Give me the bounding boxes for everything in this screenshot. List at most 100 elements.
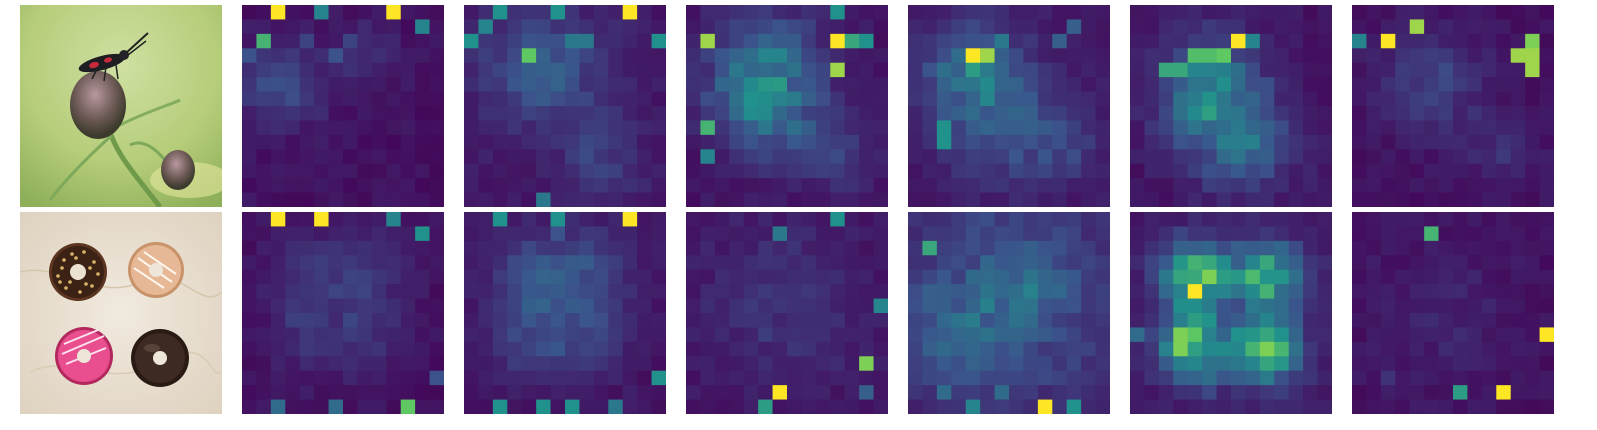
heatmap-cell bbox=[1352, 284, 1367, 299]
heatmap-cell bbox=[714, 192, 730, 207]
heatmap-cell bbox=[801, 33, 817, 49]
heatmap-cell bbox=[1259, 284, 1275, 299]
heatmap-cell bbox=[1231, 19, 1246, 35]
heatmap-cell bbox=[314, 163, 329, 179]
heatmap-cell bbox=[1259, 178, 1275, 193]
heatmap-cell bbox=[787, 48, 802, 64]
heatmap-cell bbox=[844, 5, 860, 20]
heatmap-cell bbox=[1274, 48, 1290, 64]
heatmap-cell bbox=[1187, 77, 1203, 92]
heatmap-cell bbox=[1173, 33, 1189, 49]
heatmap-cell bbox=[1453, 240, 1468, 256]
heatmap-cell bbox=[951, 5, 967, 20]
heatmap-cell bbox=[608, 240, 624, 256]
heatmap-cell bbox=[1052, 178, 1068, 193]
heatmap-cell bbox=[1352, 399, 1367, 414]
heatmap-cell bbox=[1081, 120, 1096, 136]
heatmap-cell bbox=[1023, 370, 1039, 386]
heatmap-cell bbox=[758, 192, 773, 207]
heatmap-cell bbox=[1395, 48, 1411, 64]
heatmap-cell bbox=[1380, 33, 1396, 49]
heatmap-cell bbox=[1023, 269, 1039, 285]
heatmap-cell bbox=[608, 106, 624, 121]
heatmap-cell bbox=[922, 212, 938, 227]
heatmap-cell bbox=[371, 5, 387, 20]
heatmap-cell bbox=[1303, 226, 1318, 242]
heatmap-cell bbox=[686, 134, 701, 150]
heatmap-cell bbox=[922, 192, 938, 207]
heatmap-cell bbox=[1438, 356, 1454, 372]
heatmap-cell bbox=[478, 19, 494, 35]
heatmap-cell bbox=[1052, 77, 1068, 92]
heatmap-cell bbox=[1259, 255, 1275, 271]
heatmap-cell bbox=[1158, 91, 1174, 107]
heatmap-cell bbox=[429, 62, 444, 78]
heatmap-cell bbox=[772, 106, 788, 121]
heatmap-cell bbox=[859, 313, 874, 328]
heatmap-cell bbox=[400, 163, 416, 179]
heatmap-cell bbox=[1259, 327, 1275, 343]
heatmap-cell bbox=[1202, 77, 1217, 92]
heatmap-cell bbox=[299, 226, 315, 242]
heatmap-cell bbox=[478, 341, 494, 357]
heatmap-cell bbox=[285, 19, 301, 35]
heatmap-cell bbox=[550, 178, 566, 193]
heatmap-cell bbox=[1173, 77, 1189, 92]
heatmap-cell bbox=[1288, 341, 1304, 357]
heatmap-cell bbox=[285, 284, 301, 299]
heatmap-cell bbox=[357, 327, 373, 343]
heatmap-cell bbox=[242, 192, 257, 207]
heatmap-cell bbox=[1481, 399, 1497, 414]
heatmap-cell bbox=[1052, 62, 1068, 78]
heatmap-cell bbox=[464, 91, 479, 107]
heatmap-cell bbox=[1231, 134, 1246, 150]
heatmap-cell bbox=[1130, 19, 1145, 35]
heatmap-cell bbox=[951, 33, 967, 49]
heatmap-cell bbox=[1453, 341, 1468, 357]
heatmap-cell bbox=[1366, 255, 1382, 271]
heatmap-cell bbox=[1130, 48, 1145, 64]
heatmap-cell bbox=[285, 163, 301, 179]
heatmap-cell bbox=[1066, 399, 1082, 414]
heatmap-cell bbox=[1409, 269, 1425, 285]
heatmap-cell bbox=[980, 327, 995, 343]
heatmap-cell bbox=[1481, 284, 1497, 299]
heatmap-cell bbox=[1510, 178, 1526, 193]
heatmap-cell bbox=[1130, 212, 1145, 227]
heatmap-cell bbox=[637, 178, 652, 193]
heatmap-cell bbox=[579, 356, 595, 372]
heatmap-cell bbox=[1259, 106, 1275, 121]
heatmap-cell bbox=[415, 149, 430, 165]
heatmap-cell bbox=[830, 192, 846, 207]
heatmap-cell bbox=[1525, 149, 1540, 165]
heatmap-cell bbox=[492, 269, 508, 285]
attention-map-row-2-2 bbox=[464, 212, 666, 414]
heatmap-cell bbox=[1366, 240, 1382, 256]
heatmap-cell bbox=[1245, 192, 1261, 207]
heatmap-cell bbox=[1158, 269, 1174, 285]
heatmap-cell bbox=[965, 269, 981, 285]
heatmap-cell bbox=[256, 163, 272, 179]
heatmap-cell bbox=[343, 120, 358, 136]
heatmap-cell bbox=[1539, 91, 1554, 107]
heatmap-cell bbox=[1366, 19, 1382, 35]
heatmap-cell bbox=[1438, 385, 1454, 400]
heatmap-cell bbox=[464, 255, 479, 271]
heatmap-cell bbox=[922, 91, 938, 107]
heatmap-cell bbox=[936, 269, 952, 285]
heatmap-cell bbox=[579, 48, 595, 64]
heatmap-cell bbox=[299, 356, 315, 372]
heatmap-cell bbox=[1037, 134, 1053, 150]
heatmap-cell bbox=[772, 62, 788, 78]
heatmap-cell bbox=[565, 62, 580, 78]
heatmap-cell bbox=[700, 226, 716, 242]
heatmap-cell bbox=[1202, 356, 1217, 372]
heatmap-cell bbox=[830, 134, 846, 150]
heatmap-cell bbox=[714, 298, 730, 314]
heatmap-cell bbox=[994, 356, 1010, 372]
heatmap-cell bbox=[622, 212, 638, 227]
heatmap-cell bbox=[1380, 226, 1396, 242]
heatmap-cell bbox=[1539, 370, 1554, 386]
heatmap-cell bbox=[299, 19, 315, 35]
attention-map-row-1-3 bbox=[686, 5, 888, 207]
